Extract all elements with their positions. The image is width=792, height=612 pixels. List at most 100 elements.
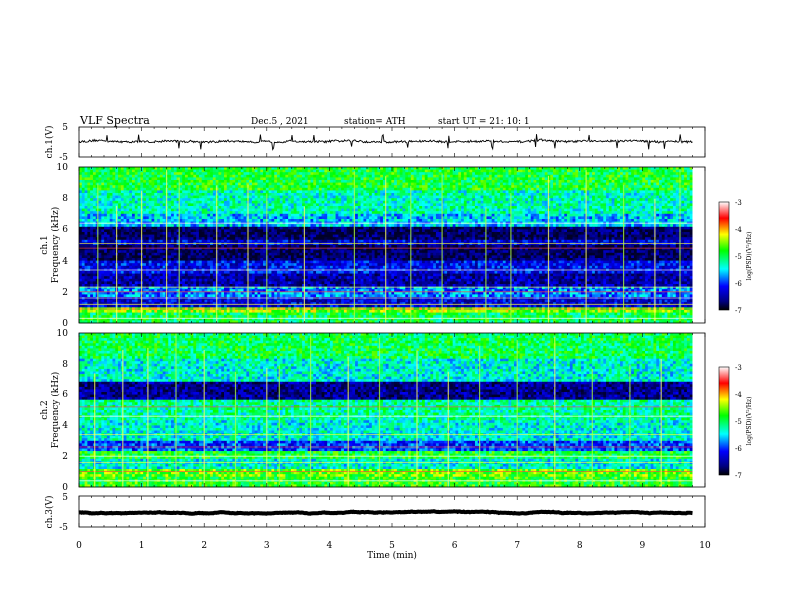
spectrogram-cell: [506, 209, 509, 212]
spectrogram-cell: [241, 224, 244, 227]
spectrogram-cell: [213, 224, 216, 227]
spectrogram-cell: [143, 185, 146, 188]
spectrogram-cell: [626, 206, 629, 209]
spectrogram-cell: [492, 201, 495, 204]
spectrogram-cell: [372, 190, 375, 193]
spectrogram-cell: [210, 198, 213, 201]
spectrogram-cell: [478, 185, 481, 188]
spectrogram-cell: [419, 219, 422, 222]
spectrogram-cell: [299, 172, 302, 175]
spectrogram-cell: [235, 167, 238, 170]
spectrogram-cell: [405, 198, 408, 201]
spectrogram-cell: [112, 209, 115, 212]
spectrogram-cell: [361, 193, 364, 196]
spectrogram-cell: [422, 167, 425, 170]
spectrogram-cell: [319, 177, 322, 180]
spectrogram-cell: [171, 203, 174, 206]
spectrogram-cell: [196, 175, 199, 178]
spectrogram-cell: [464, 206, 467, 209]
spectrogram-cell: [684, 193, 687, 196]
spectrogram-cell: [405, 175, 408, 178]
spectrogram-cell: [386, 170, 389, 173]
spectrogram-cell: [528, 216, 531, 219]
spectrogram-cell: [255, 211, 258, 214]
spectrogram-cell: [534, 193, 537, 196]
spectrogram-cell: [202, 198, 205, 201]
spectrogram-cell: [218, 201, 221, 204]
spectrogram-cell: [439, 211, 442, 214]
spectrogram-cell: [651, 180, 654, 183]
spectrogram-cell: [260, 206, 263, 209]
spectrogram-cell: [687, 180, 690, 183]
spectrogram-cell: [467, 172, 470, 175]
spectrogram-cell: [82, 193, 85, 196]
spectrogram-cell: [361, 185, 364, 188]
spectrogram-cell: [204, 175, 207, 178]
spectrogram-cell: [567, 206, 570, 209]
spectrogram-cell: [539, 167, 542, 170]
spectrogram-cell: [322, 177, 325, 180]
spectrogram-cell: [171, 188, 174, 191]
spectrogram-cell: [107, 175, 110, 178]
spectrogram-cell: [450, 170, 453, 173]
spectrogram-cell: [397, 209, 400, 212]
spectrogram-cell: [419, 175, 422, 178]
spectrogram-cell: [556, 193, 559, 196]
spectrogram-cell: [319, 172, 322, 175]
spectrogram-cell: [363, 180, 366, 183]
spectrogram-cell: [400, 185, 403, 188]
spectrogram-cell: [196, 188, 199, 191]
spectrogram-cell: [154, 180, 157, 183]
spectrogram-cell: [179, 172, 182, 175]
spectrogram-cell: [444, 167, 447, 170]
spectrogram-cell: [202, 214, 205, 217]
spectrogram-cell: [327, 167, 330, 170]
spectrogram-cell: [85, 190, 88, 193]
spectrogram-cell: [263, 214, 266, 217]
spectrogram-cell: [478, 206, 481, 209]
spectrogram-cell: [204, 196, 207, 199]
spectrogram-cell: [659, 175, 662, 178]
spectrogram-cell: [344, 224, 347, 227]
spectrogram-cell: [522, 206, 525, 209]
spectrogram-cell: [528, 219, 531, 222]
spectrogram-cell: [336, 224, 339, 227]
spectrogram-cell: [659, 216, 662, 219]
spectrogram-cell: [193, 201, 196, 204]
spectrogram-cell: [550, 170, 553, 173]
spectrogram-cell: [363, 172, 366, 175]
spectrogram-cell: [196, 172, 199, 175]
spectrogram-cell: [539, 175, 542, 178]
spectrogram-cell: [115, 175, 118, 178]
spectrogram-cell: [684, 214, 687, 217]
spectrogram-cell: [104, 211, 107, 214]
spectrogram-cell: [369, 203, 372, 206]
spectrogram-cell: [522, 209, 525, 212]
spectrogram-cell: [389, 216, 392, 219]
spectrogram-cell: [235, 196, 238, 199]
spectrogram-cell: [163, 175, 166, 178]
spectrogram-cell: [260, 188, 263, 191]
spectrogram-cell: [291, 216, 294, 219]
spectrogram-cell: [642, 172, 645, 175]
spectrogram-cell: [461, 188, 464, 191]
spectrogram-cell: [163, 201, 166, 204]
spectrogram-cell: [341, 206, 344, 209]
spectrogram-cell: [595, 214, 598, 217]
spectrogram-cell: [344, 180, 347, 183]
spectrogram-cell: [213, 206, 216, 209]
spectrogram-cell: [138, 209, 141, 212]
spectrogram-cell: [640, 203, 643, 206]
spectrogram-cell: [204, 170, 207, 173]
spectrogram-cell: [93, 185, 96, 188]
spectrogram-cell: [447, 196, 450, 199]
spectrogram-cell: [642, 177, 645, 180]
spectrogram-cell: [425, 206, 428, 209]
spectrogram-cell: [308, 188, 311, 191]
spectrogram-cell: [126, 219, 129, 222]
spectrogram-cell: [453, 219, 456, 222]
spectrogram-cell: [302, 175, 305, 178]
spectrogram-cell: [567, 177, 570, 180]
spectrogram-cell: [687, 214, 690, 217]
spectrogram-cell: [210, 214, 213, 217]
